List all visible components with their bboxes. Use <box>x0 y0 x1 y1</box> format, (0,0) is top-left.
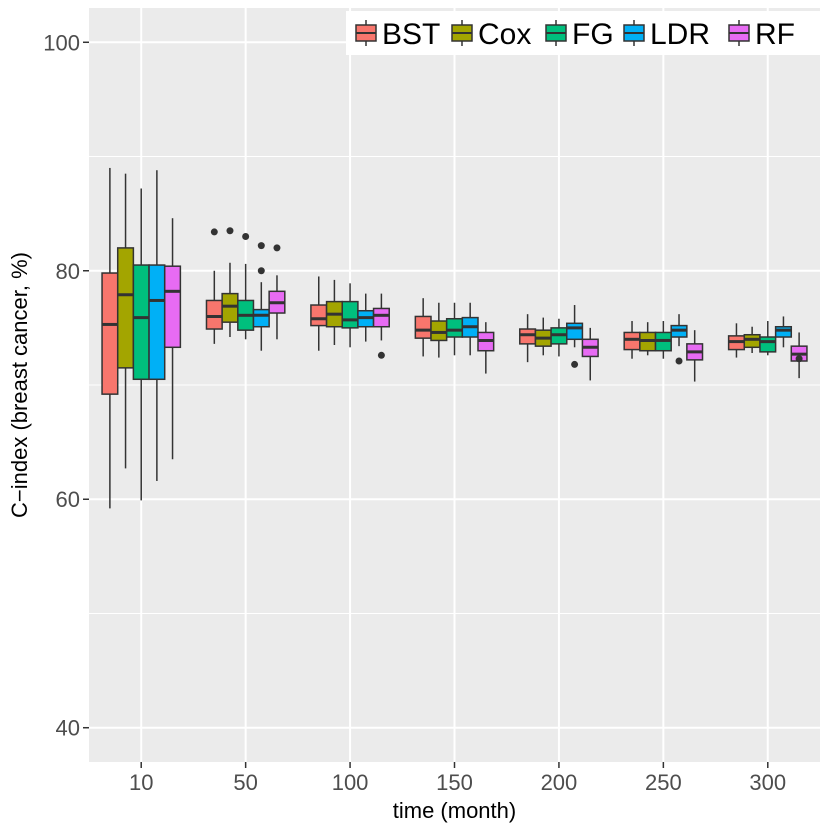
outlier-point <box>675 357 683 365</box>
y-axis-title: C−index (breast cancer, %) <box>7 252 32 518</box>
box-fg-250 <box>654 321 672 359</box>
box-rf-10 <box>163 218 182 460</box>
box-iqr <box>623 331 641 351</box>
box-iqr <box>310 304 328 327</box>
outlier-point <box>273 244 281 252</box>
y-tick-label: 100 <box>43 30 80 55</box>
x-tick-label: 50 <box>233 770 257 795</box>
box-iqr <box>566 322 584 341</box>
x-tick-label: 100 <box>332 770 369 795</box>
x-axis-title: time (month) <box>393 798 516 823</box>
legend-label: LDR <box>650 18 710 51</box>
box-iqr <box>372 307 390 328</box>
box-rf-300 <box>790 332 808 379</box>
box-iqr <box>519 328 537 345</box>
y-tick-label: 60 <box>56 487 80 512</box>
box-rf-200 <box>581 327 599 381</box>
y-tick-label: 40 <box>56 716 80 741</box>
box-rf-250 <box>686 330 704 382</box>
x-tick-label: 10 <box>129 770 153 795</box>
box-ldr-300 <box>774 316 793 348</box>
box-bst-300 <box>727 323 746 358</box>
outlier-point <box>257 242 265 250</box>
y-axis: 40 60 80 100 <box>43 30 89 741</box>
box-cox-50 <box>221 227 239 338</box>
box-fg-300 <box>759 321 777 356</box>
legend-label: FG <box>572 18 614 51</box>
box-iqr <box>430 320 448 342</box>
outlier-point <box>257 267 265 275</box>
box-bst-250 <box>623 321 641 359</box>
x-tick-label: 200 <box>541 770 578 795</box>
box-iqr <box>148 264 166 381</box>
box-cox-250 <box>639 322 657 356</box>
box-ldr-100 <box>357 293 375 342</box>
legend: BST Cox FG LDR RF <box>346 11 830 55</box>
box-rf-150 <box>477 322 495 374</box>
box-iqr <box>774 325 793 338</box>
x-tick-label: 300 <box>749 770 786 795</box>
box-ldr-50 <box>252 242 270 351</box>
box-iqr <box>252 308 270 328</box>
legend-item-bst: BST <box>355 18 440 51</box>
box-iqr <box>341 300 359 329</box>
legend-label: RF <box>755 18 795 51</box>
box-iqr <box>101 272 119 395</box>
legend-label: BST <box>382 18 440 51</box>
y-tick-label: 80 <box>56 259 80 284</box>
box-ldr-10 <box>148 170 166 481</box>
box-iqr <box>221 292 239 323</box>
box-ldr-150 <box>461 302 479 356</box>
outlier-point <box>377 351 385 359</box>
outlier-point <box>210 228 218 236</box>
box-iqr <box>205 299 223 330</box>
legend-label: Cox <box>478 18 531 51</box>
box-cox-100 <box>325 279 343 346</box>
box-iqr <box>743 333 761 349</box>
box-iqr <box>116 247 135 369</box>
box-fg-200 <box>550 318 568 357</box>
x-axis: 10 50 100 150 200 250 300 <box>129 762 786 795</box>
box-series-layer <box>101 167 808 509</box>
outlier-point <box>226 227 234 235</box>
x-tick-label: 250 <box>645 770 682 795</box>
outlier-point <box>242 232 250 240</box>
x-tick-label: 150 <box>436 770 473 795</box>
outlier-point <box>795 355 803 363</box>
box-iqr <box>132 264 150 381</box>
outlier-point <box>571 360 579 368</box>
box-iqr <box>163 265 182 349</box>
box-ldr-200 <box>566 305 584 368</box>
box-bst-50 <box>205 228 223 344</box>
box-rf-100 <box>372 293 390 359</box>
box-iqr <box>759 336 777 353</box>
box-fg-100 <box>341 283 359 348</box>
legend-item-rf: RF <box>728 18 795 51</box>
box-ldr-250 <box>670 314 688 365</box>
box-bst-10 <box>101 167 119 509</box>
box-rf-50 <box>268 244 286 340</box>
box-iqr <box>445 317 464 338</box>
legend-item-cox: Cox <box>451 18 531 51</box>
box-cox-150 <box>430 302 448 358</box>
box-cox-300 <box>743 326 761 354</box>
box-iqr <box>414 315 432 339</box>
legend-item-ldr: LDR <box>623 18 710 51</box>
legend-item-fg: FG <box>545 18 614 51</box>
